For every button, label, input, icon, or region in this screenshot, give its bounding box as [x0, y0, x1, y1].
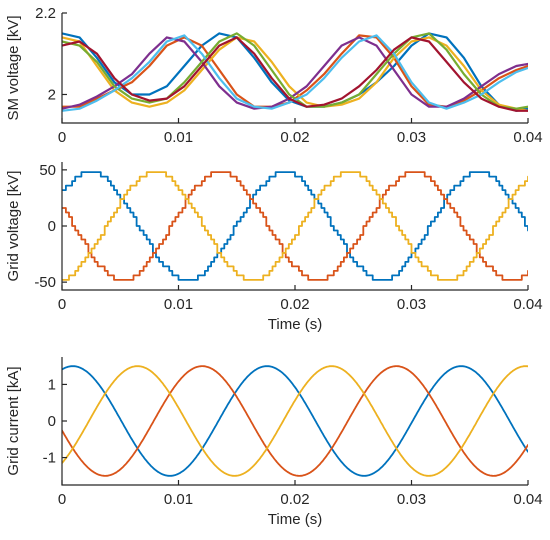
grid-current-y-axis-label: Grid current [kA] [5, 366, 22, 475]
sm-voltage-series-line-2 [62, 34, 528, 108]
grid-current-y-tick-label: 1 [48, 376, 56, 393]
sm-voltage-x-tick-label: 0.03 [397, 129, 426, 146]
grid-current-y-tick-label: -1 [43, 450, 56, 467]
sm-voltage-series-line-6 [62, 34, 528, 112]
grid-current-series-line-3 [62, 365, 528, 477]
grid-voltage-y-tick-label: 0 [48, 218, 56, 235]
sm-voltage-y-tick-label: 2.2 [35, 5, 56, 22]
sm-voltage-x-tick-label: 0.02 [280, 129, 309, 146]
sm-voltage-plot-area [62, 32, 528, 112]
grid-voltage-axes-frame [61, 162, 528, 291]
grid-current-x-tick-label: 0.04 [513, 491, 542, 508]
sm-voltage-x-tick-label: 0.01 [164, 129, 193, 146]
grid-voltage-y-tick-label: -50 [34, 274, 56, 291]
grid-current-x-tick-label: 0 [58, 491, 66, 508]
grid-current-series-line-1 [62, 365, 528, 477]
sm-voltage-x-tick-label: 0 [58, 129, 66, 146]
grid-voltage-series-line-1 [62, 171, 528, 281]
grid-current-y-tick-label: 0 [48, 413, 56, 430]
sm-voltage-series-line-7 [62, 36, 528, 112]
sm-voltage-panel: 0 0.01 0.02 0.03 0.04 2 2.2 SM voltage [kV] [5, 5, 543, 146]
grid-voltage-y-axis-label: Grid voltage [kV] [5, 171, 22, 282]
grid-voltage-plot-area [62, 171, 528, 281]
grid-current-panel: 0 0.01 0.02 0.03 0.04-101 Grid current [kA] … [5, 357, 543, 528]
grid-current-x-tick-label: 0.01 [164, 491, 193, 508]
grid-current-axes-frame [61, 357, 528, 486]
grid-voltage-y-tick-label: 50 [39, 162, 56, 179]
grid-current-series-line-2 [62, 365, 528, 477]
sm-voltage-y-tick-label: 2 [48, 86, 56, 103]
sm-voltage-series-line-5 [62, 32, 528, 110]
grid-current-x-tick-label: 0.03 [397, 491, 426, 508]
grid-voltage-x-axis-label: Time (s) [268, 316, 322, 333]
grid-voltage-x-tick-label: 0.04 [513, 296, 542, 313]
grid-current-x-axis-label: Time (s) [268, 511, 322, 528]
grid-voltage-series-line-2 [62, 171, 528, 281]
sm-voltage-ticks: 0 0.01 0.02 0.03 0.04 2 2.2 [35, 5, 542, 146]
grid-voltage-series-line-3 [62, 171, 528, 281]
sm-voltage-series-line-3 [62, 36, 528, 112]
sm-voltage-x-tick-label: 0.04 [513, 129, 542, 146]
grid-current-x-tick-label: 0.02 [280, 491, 309, 508]
grid-voltage-x-tick-label: 0 [58, 296, 66, 313]
grid-current-plot-area [62, 365, 528, 477]
grid-current-ticks: 0 0.01 0.02 0.03 0.04 -1 0 1 [43, 376, 543, 508]
sm-voltage-series-line-4 [62, 36, 528, 110]
grid-voltage-x-tick-label: 0.02 [280, 296, 309, 313]
sm-voltage-y-axis-label: SM voltage [kV] [5, 15, 22, 120]
grid-voltage-x-tick-label: 0.03 [397, 296, 426, 313]
sm-voltage-axes-frame [61, 13, 528, 124]
grid-voltage-x-tick-label: 0.01 [164, 296, 193, 313]
